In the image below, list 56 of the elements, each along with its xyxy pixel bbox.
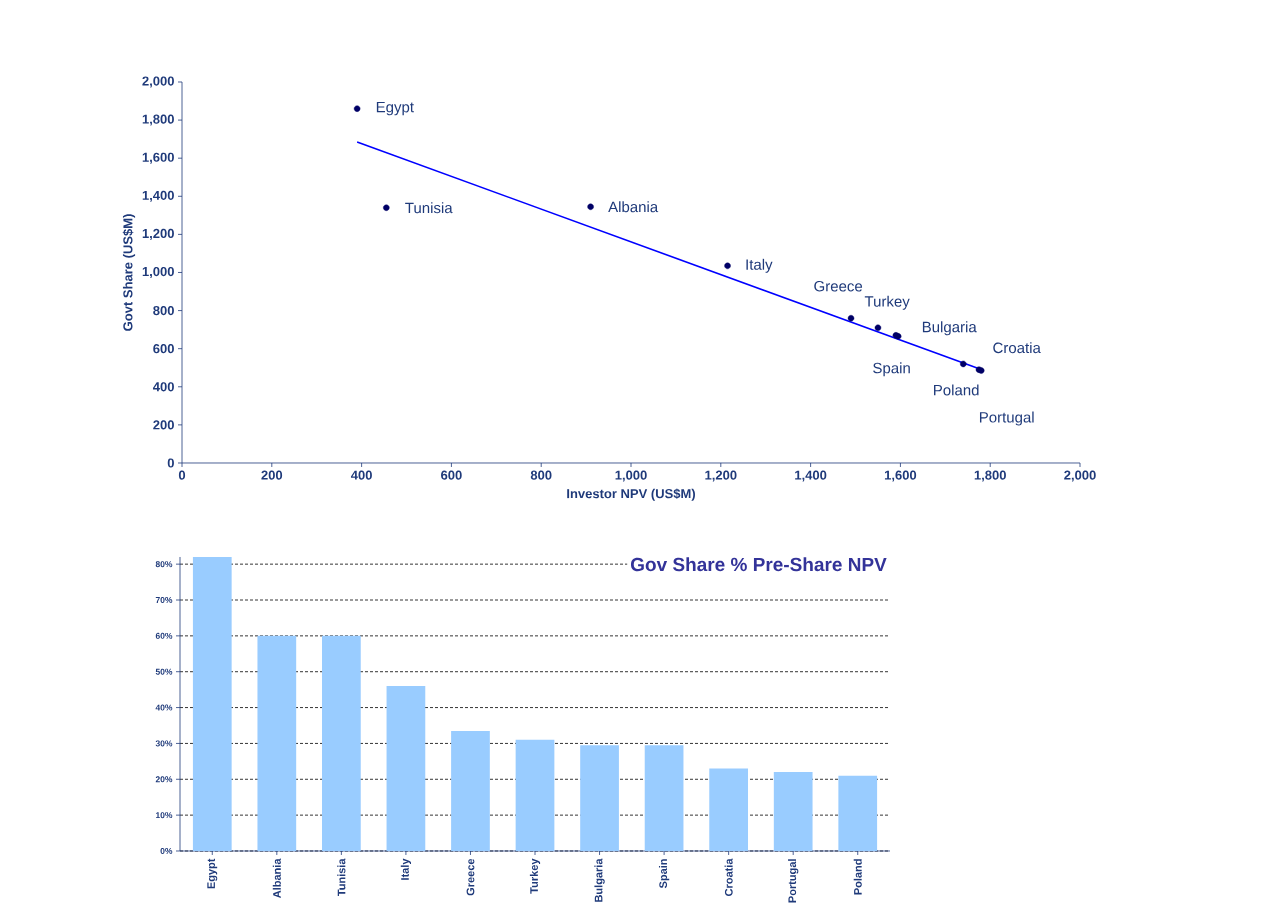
x-tick-label: Albania: [272, 858, 281, 898]
x-tick-label: Italy: [400, 858, 412, 880]
annotation: Greece: [814, 280, 863, 292]
annotation: Poland: [934, 384, 979, 396]
x-tick-label: Bulgaria: [594, 858, 605, 902]
chart-title: Gov Share % Pre-Share NPV: [630, 557, 887, 572]
y-tick-label: 80%: [155, 561, 173, 568]
y-tick-label: 800: [153, 305, 174, 316]
annotation: Portugal: [979, 411, 1034, 426]
x-tick-label: 400: [350, 470, 372, 480]
y-tick-label: 60%: [155, 632, 173, 639]
y-tick-label: 400: [152, 382, 174, 392]
x-tick-label: Egypt: [207, 858, 218, 889]
y-tick-label: 10%: [156, 812, 173, 819]
x-axis-title: Investor NPV (US$M): [567, 488, 695, 501]
x-tick-label: 600: [441, 470, 462, 480]
x-tick-label: Spain: [658, 859, 670, 889]
x-tick-label: 200: [261, 470, 283, 480]
x-tick-label: 1,200: [705, 470, 737, 482]
annotation: Croatia: [993, 342, 1041, 354]
x-tick-label: Greece: [466, 858, 475, 896]
x-tick-label: 2,000: [1064, 470, 1096, 482]
x-tick-label: Poland: [853, 859, 862, 895]
y-tick-label: 70%: [155, 597, 173, 604]
x-tick-label: Turkey: [529, 858, 541, 894]
y-tick-label: 50%: [155, 668, 173, 675]
x-tick-label: Tunisia: [337, 858, 346, 897]
y-tick-label: 1,000: [142, 266, 174, 279]
annotation: Bulgaria: [922, 321, 977, 336]
annotation: Turkey: [864, 295, 910, 310]
annotation: Tunisia: [405, 202, 453, 214]
y-tick-label: 200: [153, 420, 174, 430]
annotation: Albania: [608, 201, 659, 213]
x-tick-label: 1,000: [615, 470, 647, 482]
x-tick-label: 800: [530, 470, 552, 480]
y-axis-title: Govt Share (US$M): [122, 214, 136, 331]
y-tick-label: 0: [167, 458, 174, 468]
x-tick-label: Croatia: [724, 858, 733, 896]
y-tick-label: 1,200: [142, 228, 174, 240]
y-tick-label: 30%: [155, 740, 173, 747]
y-tick-label: 1,600: [142, 152, 174, 164]
y-tick-label: 600: [153, 344, 174, 354]
y-tick-label: 0%: [160, 847, 173, 854]
y-tick-label: 1,800: [142, 114, 174, 126]
x-tick-label: 0: [178, 470, 186, 480]
y-tick-label: 40%: [155, 704, 173, 711]
y-tick-label: 20%: [155, 776, 173, 783]
x-tick-label: 1,800: [974, 470, 1006, 482]
annotation: Italy: [746, 258, 773, 273]
x-tick-label: 1,400: [795, 470, 827, 482]
x-tick-label: Portugal: [788, 859, 799, 903]
y-tick-label: 1,400: [142, 190, 174, 202]
annotation: Egypt: [376, 101, 414, 116]
x-tick-label: 1,600: [884, 470, 917, 482]
y-tick-label: 2,000: [142, 76, 174, 88]
annotation: Spain: [873, 362, 910, 377]
